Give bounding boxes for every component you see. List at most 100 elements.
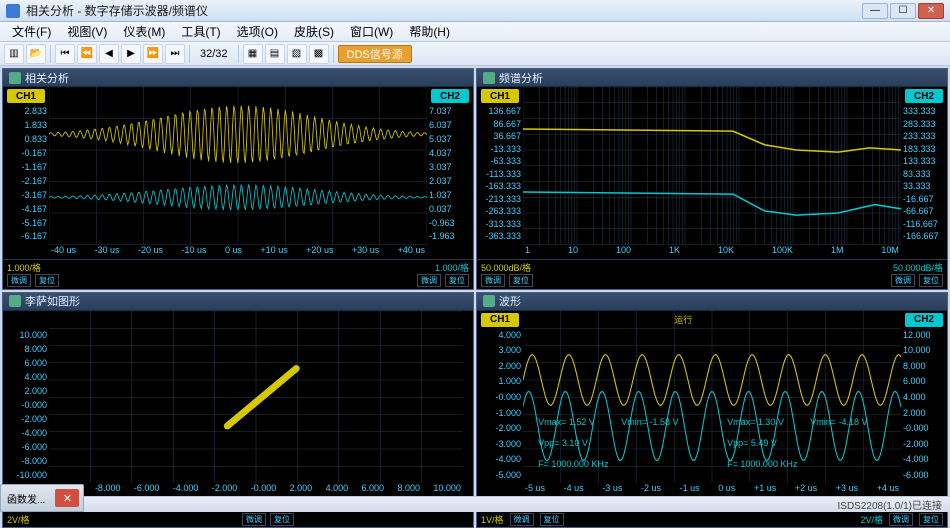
taskbar-stub-label: 函数发... [1,491,51,506]
panel-icon [9,72,21,84]
tool-fwd-icon[interactable]: ⏩ [143,44,163,64]
tool-rew-icon[interactable]: ⏪ [77,44,97,64]
toolbar-separator [333,45,334,63]
toolbar-separator [189,45,190,63]
ch2-label: CH2 [905,89,943,103]
corr-plot[interactable] [49,87,427,245]
menu-skin[interactable]: 皮肤(S) [286,21,342,42]
wave-right-unit: 2V/格 [860,513,883,526]
menu-instrument[interactable]: 仪表(M) [115,21,173,42]
ch2-label: CH2 [905,313,943,327]
wave-vmin1: Vmin= -1.58 V [621,417,678,427]
corr-left-scale: 2.8331.8330.833-0.167-1.167-2.167-3.167-… [3,87,49,245]
tool-back-icon[interactable]: ◀ [99,44,119,64]
tool-prev-icon[interactable]: ⏮ [55,44,75,64]
wave-finetune-button-r[interactable]: 微调 [889,513,913,526]
panel-icon [9,295,21,307]
lissa-reset-button[interactable]: 复位 [270,513,294,526]
lissa-right-pad [463,311,473,484]
lissa-footer-right: 微调复位 [238,511,473,527]
lissa-finetune-button[interactable]: 微调 [242,513,266,526]
spec-finetune-button[interactable]: 微调 [481,274,505,287]
corr-finetune-button[interactable]: 微调 [7,274,31,287]
toolbar: ▥ 📂 ⏮ ⏪ ◀ ▶ ⏩ ⏭ 32/32 ▦ ▤ ▧ ▩ DDS信号源 [0,42,950,66]
wave-footer-right: 2V/格 微调复位 [712,511,947,527]
spec-reset-button-r[interactable]: 复位 [919,274,943,287]
workspace: 相关分析 CH1 CH2 2.8331.8330.833-0.167-1.167… [0,66,950,496]
wave-f2: F= 1000.000 KHz [727,459,797,469]
spec-footer-right: 50.000dB/格 微调复位 [712,259,947,289]
wave-reset-button-r[interactable]: 复位 [919,513,943,526]
ch2-label: CH2 [431,89,469,103]
corr-xaxis: -40 us-30 us-20 us-10 us0 us+10 us+20 us… [3,245,473,259]
panel-correlation-title-text: 相关分析 [25,70,69,86]
corr-footer-left: 1.000/格 微调复位 [3,259,238,289]
panel-lissajous-title-text: 李萨如图形 [25,293,80,309]
spec-xaxis: 1101001K10K100K1M10M [477,245,947,259]
wave-vpp2: Vpp= 5.49 V [727,438,777,448]
wave-right-scale: 12.00010.0008.0006.0004.0002.000-0.000-2… [901,311,947,484]
menu-options[interactable]: 选项(O) [229,21,286,42]
menu-help[interactable]: 帮助(H) [401,21,458,42]
wave-left-scale: 4.0003.0002.0001.000-0.000-1.000-2.000-3… [477,311,523,484]
maximize-button[interactable]: ☐ [890,3,916,19]
dds-source-button[interactable]: DDS信号源 [338,45,412,63]
minimize-button[interactable]: — [862,3,888,19]
panel-spectrum-title[interactable]: 频谱分析 [477,69,947,87]
panel-waveform-title[interactable]: 波形 [477,293,947,311]
corr-footer-right: 1.000/格 微调复位 [238,259,473,289]
panel-spectrum-title-text: 频谱分析 [499,70,543,86]
taskbar-stub-close-icon[interactable]: ✕ [55,489,79,507]
spec-reset-button[interactable]: 复位 [509,274,533,287]
panel-correlation: 相关分析 CH1 CH2 2.8331.8330.833-0.167-1.167… [2,68,474,290]
tool-open-icon[interactable]: 📂 [26,44,46,64]
wave-run-label: 运行 [674,313,692,326]
tool-grid2-icon[interactable]: ▤ [265,44,285,64]
tool-play-icon[interactable]: ▶ [121,44,141,64]
ch1-label: CH1 [7,89,45,103]
menu-tools[interactable]: 工具(T) [173,21,228,42]
spec-plot[interactable] [523,87,901,245]
tool-grid4-icon[interactable]: ▩ [309,44,329,64]
corr-finetune-button-r[interactable]: 微调 [417,274,441,287]
toolbar-separator [50,45,51,63]
wave-f1: F= 1000.000 KHz [538,459,608,469]
panel-waveform-title-text: 波形 [499,293,521,309]
tool-new-icon[interactable]: ▥ [4,44,24,64]
tool-next-icon[interactable]: ⏭ [165,44,185,64]
wave-plot[interactable]: 运行 Vmax= 1.52 V Vmin= -1.58 V Vmax= 1.30… [523,311,901,484]
spec-left-scale: 136.66786.66736.667-13.333-63.333-113.33… [477,87,523,245]
wave-footer-left: 1V/格 微调复位 [477,511,712,527]
spec-right-scale: 333.333283.333233.333183.333133.33383.33… [901,87,947,245]
lissa-left-scale: 10.0008.0006.0004.0002.000-0.000-2.000-4… [3,311,49,484]
spec-right-unit: 50.000dB/格 [893,261,943,274]
lissa-plot[interactable] [49,311,463,484]
taskbar-stub[interactable]: 函数发... ✕ [0,484,84,512]
panel-icon [483,295,495,307]
menu-view[interactable]: 视图(V) [59,21,115,42]
wave-left-unit: 1V/格 [481,513,504,526]
app-icon [6,4,20,18]
status-bar: ISDS2208(1.0/1)已连接 [0,496,950,512]
corr-reset-button[interactable]: 复位 [35,274,59,287]
connection-status: ISDS2208(1.0/1)已连接 [838,497,943,512]
wave-finetune-button[interactable]: 微调 [510,513,534,526]
panel-waveform: 波形 CH1 CH2 自动 f CH1 -45 mV 4.0003.0002.0… [476,292,948,528]
corr-right-scale: 7.0376.0375.0374.0373.0372.0371.0370.037… [427,87,473,245]
lissa-footer-left: 2V/格 [3,511,238,527]
wave-reset-button[interactable]: 复位 [540,513,564,526]
menu-file[interactable]: 文件(F) [4,21,59,42]
tool-grid3-icon[interactable]: ▧ [287,44,307,64]
panel-spectrum: 频谱分析 CH1 CH2 136.66786.66736.667-13.333-… [476,68,948,290]
menu-window[interactable]: 窗口(W) [342,21,401,42]
close-button[interactable]: ✕ [918,3,944,19]
spec-left-unit: 50.000dB/格 [481,261,708,274]
corr-left-unit: 1.000/格 [7,261,234,274]
window-title: 相关分析 - 数字存储示波器/频谱仪 [26,2,862,19]
tool-grid1-icon[interactable]: ▦ [243,44,263,64]
spec-finetune-button-r[interactable]: 微调 [891,274,915,287]
panel-icon [483,72,495,84]
panel-correlation-title[interactable]: 相关分析 [3,69,473,87]
corr-reset-button-r[interactable]: 复位 [445,274,469,287]
panel-lissajous-title[interactable]: 李萨如图形 [3,293,473,311]
